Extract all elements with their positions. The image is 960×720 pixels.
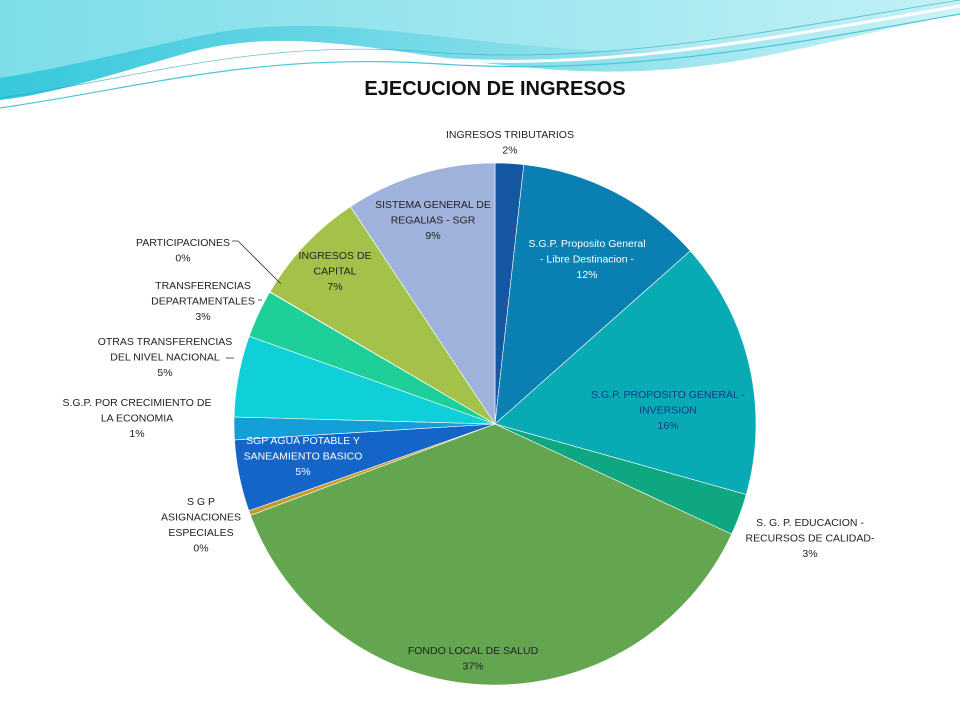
slice-label-10: PARTICIPACIONES 0% <box>136 237 230 265</box>
pie-slice-1 <box>494 164 691 425</box>
slice-name-line: DEPARTAMENTALES <box>151 296 255 308</box>
decorative-wave-banner <box>0 0 960 109</box>
slice-name-line: INVERSION <box>639 405 697 417</box>
slice-percent: 1% <box>129 428 144 440</box>
slice-name-line: OTRAS TRANSFERENCIAS <box>98 336 233 348</box>
pie-slice-12 <box>350 162 496 425</box>
slice-name-line: - Libre Destinacion - <box>540 254 634 266</box>
slice-percent: 16% <box>657 420 678 432</box>
slice-label-11: INGRESOS DE CAPITAL 7% <box>299 250 372 293</box>
slice-label-0: INGRESOS TRIBUTARIOS 2% <box>446 129 574 157</box>
pie-slice-2 <box>494 250 757 495</box>
slice-name-line: S. G. P. EDUCACION - <box>756 517 864 529</box>
slice-percent: 7% <box>327 281 342 293</box>
slice-name-line: SISTEMA GENERAL DE <box>375 199 491 211</box>
slice-name-line: S.G.P. POR CRECIMIENTO DE <box>63 397 212 409</box>
slice-name-line: ASIGNACIONES <box>161 512 241 524</box>
slice-percent: 37% <box>462 661 483 673</box>
slice-label-4: FONDO LOCAL DE SALUD 37% <box>408 645 539 673</box>
slice-percent: 0% <box>193 543 208 555</box>
slice-percent: 3% <box>802 548 817 560</box>
slice-percent: 5% <box>295 466 310 478</box>
slice-name-line: ESPECIALES <box>168 527 233 539</box>
slice-percent: 0% <box>175 253 190 265</box>
slice-name-line: DEL NIVEL NACIONAL <box>110 352 220 364</box>
slice-label-2: S.G.P. PROPOSITO GENERAL - INVERSION 16% <box>591 389 745 432</box>
slice-name-line: REGALIAS - SGR <box>391 215 476 227</box>
slice-percent: 9% <box>425 230 440 242</box>
slice-label-12: SISTEMA GENERAL DE REGALIAS - SGR 9% <box>375 199 491 242</box>
slice-name-line: CAPITAL <box>314 266 357 278</box>
slice-label-1: S.G.P. Proposito General - Libre Destinac… <box>528 238 645 281</box>
chart-title: EJECUCION DE INGRESOS <box>364 78 626 100</box>
leader-line-10 <box>232 240 282 285</box>
slice-label-3: S. G. P. EDUCACION - RECURSOS DE CALIDAD-… <box>746 517 875 560</box>
slice-label-7: S.G.P. POR CRECIMIENTO DE LA ECONOMIA 1% <box>63 397 212 440</box>
slice-name-line: S G P <box>187 496 215 508</box>
slice-percent: 3% <box>195 311 210 323</box>
pie-slice-11 <box>269 206 496 425</box>
slice-name-line: FONDO LOCAL DE SALUD <box>408 645 539 657</box>
slice-name-line: INGRESOS TRIBUTARIOS <box>446 129 574 141</box>
pie-slice-4 <box>250 423 733 686</box>
slice-name-line: S.G.P. PROPOSITO GENERAL - <box>591 389 745 401</box>
slice-label-6: SGP AGUA POTABLE Y SANEAMIENTO BASICO 5% <box>244 435 363 478</box>
slice-name-line: S.G.P. Proposito General <box>528 238 645 250</box>
slice-percent: 2% <box>502 145 517 157</box>
slice-name-line: INGRESOS DE <box>299 250 372 262</box>
slice-percent: 12% <box>576 269 597 281</box>
slice-label-8: OTRAS TRANSFERENCIAS DEL NIVEL NACIONAL 5% <box>98 336 233 379</box>
slice-percent: 5% <box>157 367 172 379</box>
slice-name-line: SGP AGUA POTABLE Y <box>246 435 360 447</box>
slice-name-line: TRANSFERENCIAS <box>155 280 251 292</box>
slice-name-line: SANEAMIENTO BASICO <box>244 451 363 463</box>
slice-label-5: S G P ASIGNACIONES ESPECIALES 0% <box>161 496 241 555</box>
slice-name-line: PARTICIPACIONES <box>136 237 230 249</box>
slice-label-9: TRANSFERENCIAS DEPARTAMENTALES 3% <box>151 280 255 323</box>
slice-name-line: RECURSOS DE CALIDAD- <box>746 533 875 545</box>
slice-name-line: LA ECONOMIA <box>101 413 173 425</box>
